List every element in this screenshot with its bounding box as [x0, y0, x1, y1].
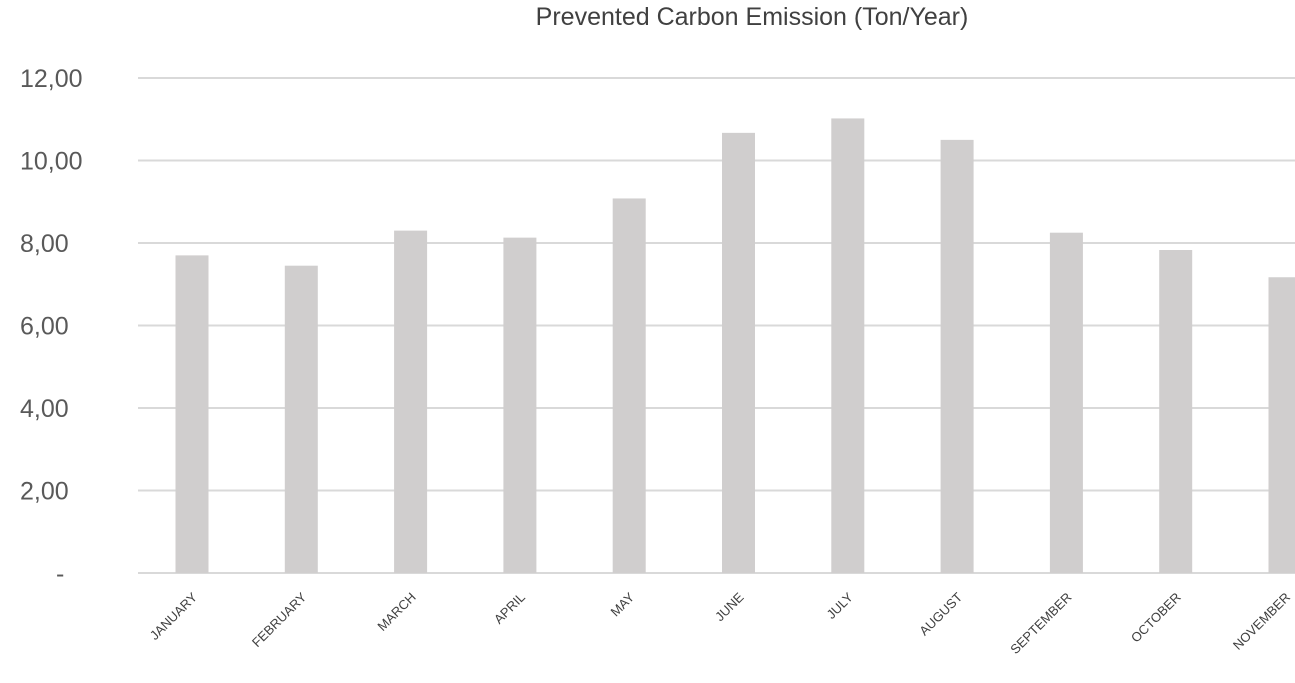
bar-october: [1159, 250, 1193, 573]
x-tick-label: NOVEMBER: [1230, 590, 1293, 653]
bar-august: [940, 139, 974, 573]
x-tick-label: AUGUST: [916, 589, 965, 638]
x-tick-label: MARCH: [374, 590, 418, 634]
x-tick-label: SEPTEMBER: [1007, 590, 1074, 657]
bar-june: [722, 132, 755, 574]
x-tick-label: JULY: [824, 589, 857, 622]
y-tick-label: 4,00: [20, 395, 69, 423]
y-axis-ticks: - 2,00 4,00 6,00 8,00 10,00 12,00: [20, 65, 83, 588]
bars: [175, 118, 1295, 574]
bar-april: [503, 237, 537, 573]
bar-february: [284, 265, 318, 573]
y-tick-label: 12,00: [20, 65, 83, 93]
bar-may: [612, 198, 646, 573]
bar-january: [175, 255, 209, 573]
y-tick-label: 2,00: [20, 478, 69, 506]
x-tick-label: JUNE: [712, 589, 747, 624]
x-axis-ticks: JANUARY FEBRUARY MARCH APRIL MAY JUNE JULY AUGU…: [147, 589, 1293, 657]
chart-title: Prevented Carbon Emission (Ton/Year): [536, 3, 969, 31]
bar-september: [1049, 232, 1083, 573]
y-tick-label: 6,00: [20, 313, 69, 341]
y-tick-label: 10,00: [20, 148, 83, 176]
x-tick-label: JANUARY: [147, 589, 201, 643]
bar-july: [831, 118, 865, 574]
x-tick-label: APRIL: [491, 590, 528, 627]
bar-november: [1268, 277, 1295, 573]
x-tick-label: MAY: [607, 589, 637, 619]
y-tick-label: 8,00: [20, 230, 69, 258]
bar-march: [394, 230, 428, 573]
x-tick-label: FEBRUARY: [249, 589, 310, 650]
y-tick-label: -: [56, 560, 64, 588]
x-tick-label: OCTOBER: [1128, 590, 1184, 646]
gridlines: [138, 77, 1295, 574]
